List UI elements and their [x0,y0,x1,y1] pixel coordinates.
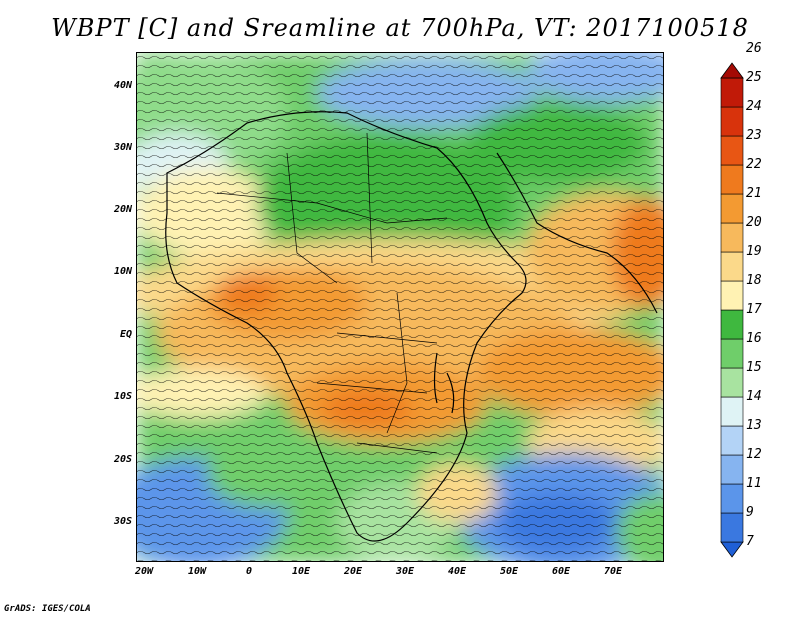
colorbar-label: 17 [746,302,762,317]
colorbar-label: 15 [746,360,762,375]
colorbar-label: 18 [746,273,762,288]
colorbar-label: 23 [746,128,762,143]
colorbar-swatch [721,339,743,368]
colorbar-swatch [721,513,743,542]
colorbar-swatch [721,252,743,281]
grads-credit: GrADS: IGES/COLA [4,604,91,614]
colorbar-swatch [721,78,743,107]
colorbar-swatch [721,455,743,484]
colorbar-swatch [721,136,743,165]
colorbar-swatch [721,281,743,310]
colorbar-arrow-top [721,63,743,78]
lat-label-20s: 20S [92,454,132,465]
colorbar-label: 20 [746,215,762,230]
colorbar-swatch [721,484,743,513]
colorbar-swatch [721,107,743,136]
colorbar-label: 11 [746,476,762,491]
lat-label-40n: 40N [92,80,132,91]
colorbar-label: 7 [746,534,754,549]
lon-label-0: 0 [229,566,269,577]
lon-label-60e: 60E [541,566,581,577]
lon-label-40e: 40E [437,566,477,577]
lat-label-20n: 20N [92,204,132,215]
lat-label-10s: 10S [92,391,132,402]
colorbar-label: 16 [746,331,762,346]
lon-label-50e: 50E [489,566,529,577]
streamlines [137,53,664,562]
wbpt-field-map [137,53,664,562]
lon-label-10w: 10W [177,566,217,577]
colorbar-label: 24 [746,99,762,114]
colorbar-swatch [721,194,743,223]
colorbar-arrow-bottom [721,542,743,557]
colorbar-label: 21 [746,186,762,201]
colorbar-swatch [721,426,743,455]
colorbar-swatch [721,165,743,194]
colorbar-label: 14 [746,389,762,404]
lat-label-10n: 10N [92,266,132,277]
colorbar-label: 9 [746,505,754,520]
map-title: WBPT [C] and Sreamline at 700hPa, VT: 20… [0,14,800,42]
colorbar-swatch [721,368,743,397]
lon-label-20e: 20E [333,566,373,577]
lat-label-30s: 30S [92,516,132,527]
lon-label-70e: 70E [593,566,633,577]
colorbar-swatch [721,223,743,252]
colorbar-label: 22 [746,157,762,172]
lon-label-30e: 30E [385,566,425,577]
lon-label-10e: 10E [281,566,321,577]
colorbar-label: 19 [746,244,762,259]
colorbar-label: 26 [746,41,762,56]
lat-label-30n: 30N [92,142,132,153]
colorbar-label: 13 [746,418,762,433]
colorbar-swatch [721,310,743,339]
colorbar [720,62,744,558]
lon-label-20w: 20W [124,566,164,577]
map-panel [136,52,664,562]
colorbar-label: 25 [746,70,762,85]
colorbar-swatch [721,397,743,426]
lat-label-eq: EQ [92,329,132,340]
colorbar-label: 12 [746,447,762,462]
